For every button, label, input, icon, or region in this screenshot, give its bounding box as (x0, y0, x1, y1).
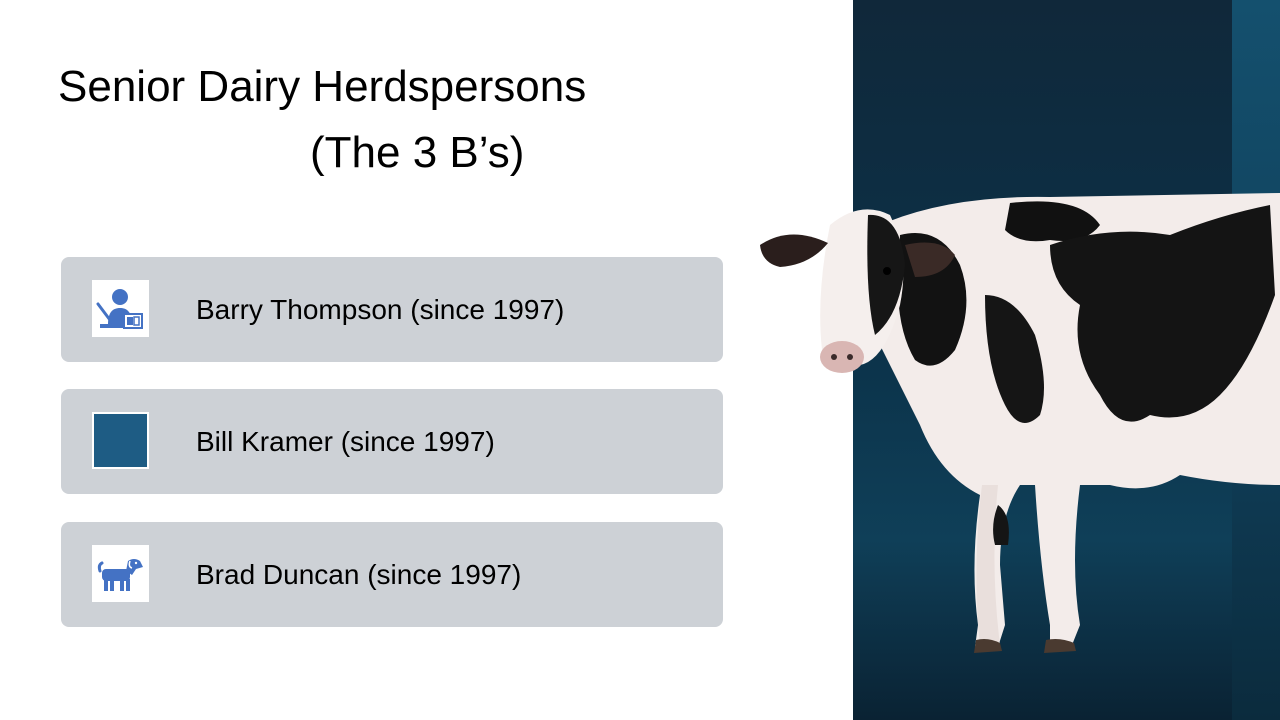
title-line-2: (The 3 B’s) (310, 128, 525, 177)
blue-square-icon (92, 412, 149, 469)
icon-frame (92, 545, 149, 602)
title-line-1: Senior Dairy Herdspersons (58, 62, 587, 111)
slide-title: Senior Dairy Herdspersons (The 3 B’s) (58, 58, 586, 182)
herdsperson-name: Brad Duncan (since 1997) (196, 558, 522, 590)
list-item-bill: Bill Kramer (since 1997) (61, 389, 723, 494)
icon-frame (92, 280, 149, 337)
herdsperson-name: Barry Thompson (since 1997) (196, 293, 565, 325)
list-item-barry: Barry Thompson (since 1997) (61, 257, 723, 362)
herdsperson-name: Bill Kramer (since 1997) (196, 425, 495, 457)
teacher-icon (96, 288, 143, 329)
dog-icon (97, 558, 143, 591)
list-item-brad: Brad Duncan (since 1997) (61, 522, 723, 627)
holstein-cow-photo (760, 193, 1280, 653)
